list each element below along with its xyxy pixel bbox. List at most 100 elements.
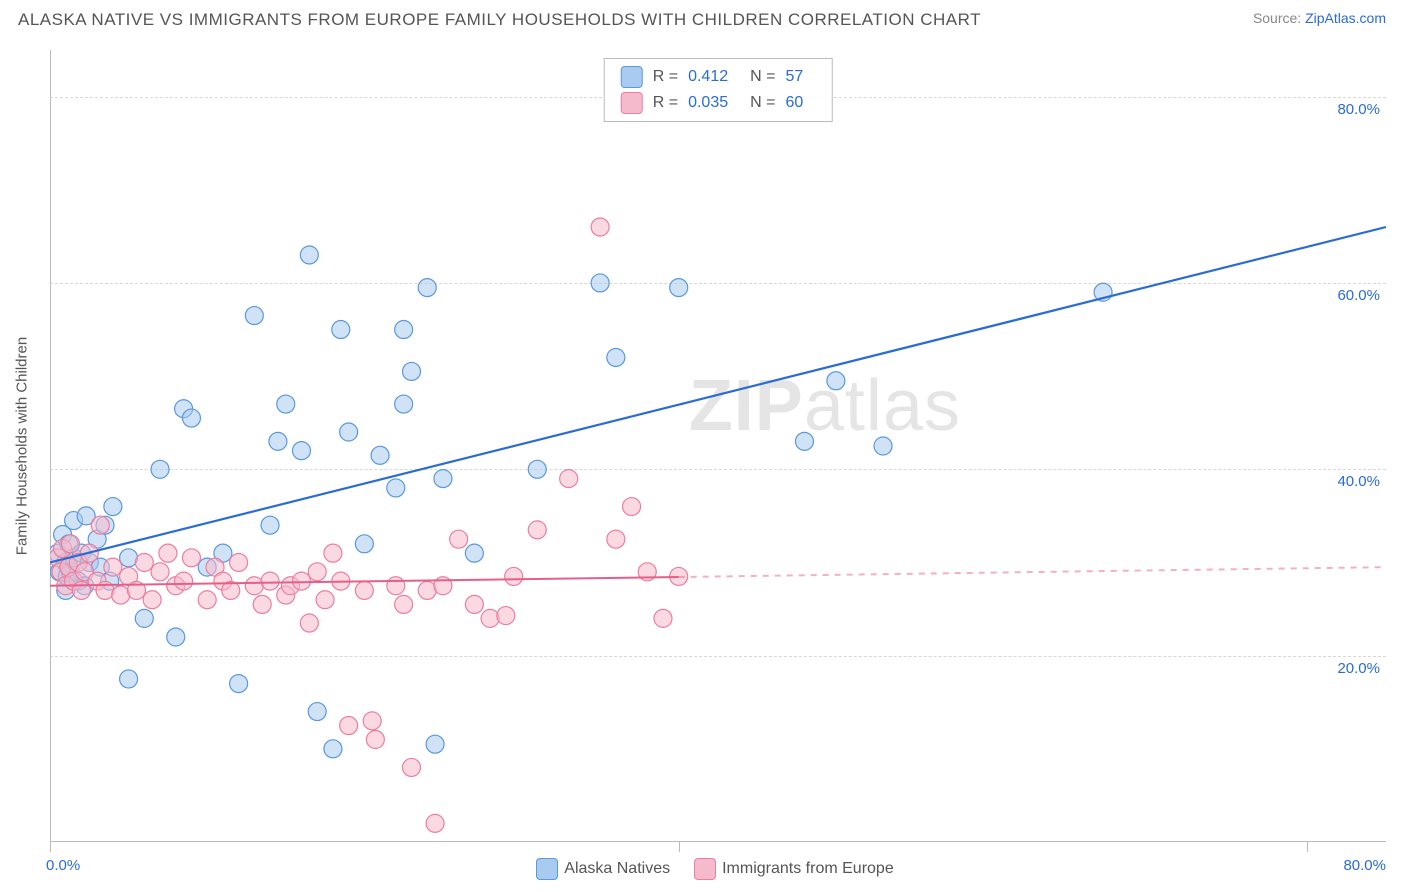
scatter-point [135, 553, 153, 571]
series-legend: Alaska Natives Immigrants from Europe [0, 858, 1406, 880]
scatter-point [292, 572, 310, 590]
legend-r-value: 0.412 [688, 68, 728, 86]
x-tick [679, 842, 680, 852]
regression-line [50, 227, 1386, 562]
legend-n-label: N = [750, 94, 775, 112]
legend-swatch [621, 92, 643, 114]
scatter-point [308, 703, 326, 721]
scatter-point [505, 567, 523, 585]
legend-r-label: R = [653, 68, 678, 86]
legend-label: Alaska Natives [564, 860, 670, 877]
scatter-point [387, 479, 405, 497]
scatter-point [300, 614, 318, 632]
scatter-point [827, 372, 845, 390]
scatter-point [230, 675, 248, 693]
legend-label: Immigrants from Europe [722, 860, 894, 877]
scatter-point [269, 432, 287, 450]
scatter-point [151, 563, 169, 581]
scatter-point [91, 516, 109, 534]
y-axis-title: Family Households with Children [14, 337, 31, 555]
correlation-legend-row: R = 0.035 N = 60 [617, 90, 820, 116]
scatter-point [182, 409, 200, 427]
scatter-point [426, 735, 444, 753]
legend-swatch [621, 66, 643, 88]
scatter-point [395, 321, 413, 339]
scatter-point [340, 423, 358, 441]
scatter-point [332, 321, 350, 339]
scatter-point [371, 446, 389, 464]
correlation-legend: R = 0.412 N = 57 R = 0.035 N = 60 [604, 58, 833, 122]
scatter-point [159, 544, 177, 562]
scatter-point [151, 460, 169, 478]
scatter-point [418, 279, 436, 297]
scatter-point [120, 670, 138, 688]
scatter-point [316, 591, 334, 609]
scatter-point [175, 572, 193, 590]
scatter-point [324, 544, 342, 562]
scatter-point [403, 362, 421, 380]
scatter-point [528, 521, 546, 539]
scatter-point [355, 535, 373, 553]
scatter-point [670, 279, 688, 297]
legend-r-label: R = [653, 94, 678, 112]
scatter-point [434, 470, 452, 488]
scatter-point [366, 731, 384, 749]
legend-r-value: 0.035 [688, 94, 728, 112]
scatter-point [654, 609, 672, 627]
legend-swatch [536, 858, 558, 880]
scatter-point [230, 553, 248, 571]
scatter-point [104, 498, 122, 516]
x-tick [50, 842, 51, 852]
scatter-point [395, 395, 413, 413]
regression-line-dashed [679, 567, 1386, 577]
scatter-point [591, 274, 609, 292]
scatter-point [795, 432, 813, 450]
scatter-point [355, 581, 373, 599]
chart-title: ALASKA NATIVE VS IMMIGRANTS FROM EUROPE … [18, 10, 981, 30]
legend-n-label: N = [750, 68, 775, 86]
scatter-point [607, 530, 625, 548]
legend-n-value: 57 [785, 68, 803, 86]
plot-svg [50, 50, 1386, 842]
scatter-point [182, 549, 200, 567]
chart-area: Family Households with Children 20.0%40.… [50, 50, 1386, 842]
scatter-point [497, 607, 515, 625]
scatter-point [198, 591, 216, 609]
scatter-point [481, 609, 499, 627]
scatter-point [874, 437, 892, 455]
scatter-point [253, 595, 271, 613]
scatter-point [340, 717, 358, 735]
source-link[interactable]: ZipAtlas.com [1305, 10, 1386, 26]
scatter-point [261, 572, 279, 590]
scatter-point [104, 558, 122, 576]
scatter-point [623, 498, 641, 516]
legend-swatch [694, 858, 716, 880]
scatter-point [465, 595, 483, 613]
scatter-point [363, 712, 381, 730]
scatter-point [528, 460, 546, 478]
scatter-point [72, 581, 90, 599]
scatter-point [308, 563, 326, 581]
scatter-point [395, 595, 413, 613]
scatter-point [292, 442, 310, 460]
scatter-point [324, 740, 342, 758]
scatter-point [465, 544, 483, 562]
scatter-point [245, 307, 263, 325]
scatter-point [403, 758, 421, 776]
scatter-point [135, 609, 153, 627]
source-label: Source: [1253, 10, 1305, 26]
scatter-point [426, 814, 444, 832]
scatter-point [450, 530, 468, 548]
x-tick [1307, 842, 1308, 852]
legend-n-value: 60 [785, 94, 803, 112]
scatter-point [277, 395, 295, 413]
header: ALASKA NATIVE VS IMMIGRANTS FROM EUROPE … [0, 0, 1406, 34]
scatter-point [300, 246, 318, 264]
scatter-point [560, 470, 578, 488]
scatter-point [167, 628, 185, 646]
source-attribution: Source: ZipAtlas.com [1253, 10, 1386, 26]
scatter-point [387, 577, 405, 595]
scatter-point [143, 591, 161, 609]
correlation-legend-row: R = 0.412 N = 57 [617, 64, 820, 90]
scatter-point [261, 516, 279, 534]
